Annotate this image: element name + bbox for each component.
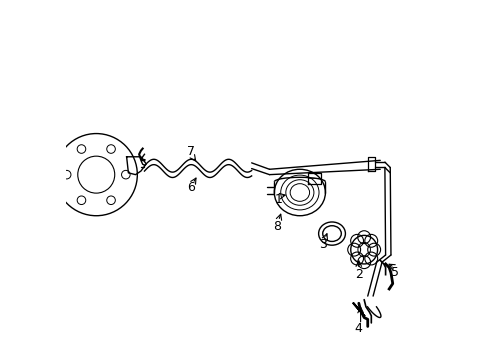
Text: 8: 8 <box>272 220 280 233</box>
Text: 2: 2 <box>354 268 362 281</box>
Text: 7: 7 <box>186 145 195 158</box>
Text: 6: 6 <box>186 181 194 194</box>
Text: 3: 3 <box>319 238 326 251</box>
Text: 1: 1 <box>274 193 282 206</box>
Text: 4: 4 <box>354 322 362 335</box>
Text: 5: 5 <box>390 266 398 279</box>
